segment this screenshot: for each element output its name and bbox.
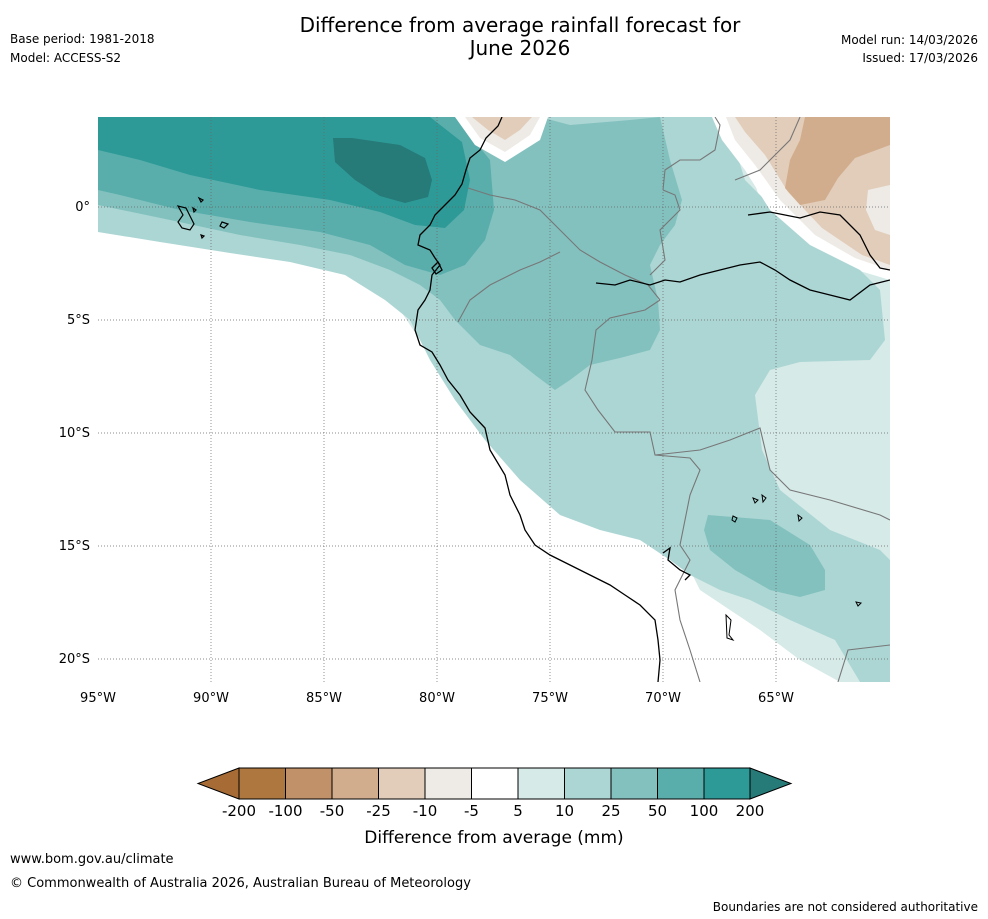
colorbar-tick: -10 <box>413 802 438 820</box>
colorbar <box>196 767 793 800</box>
lat-label: 0° <box>75 200 90 215</box>
footer-url[interactable]: www.bom.gov.au/climate <box>10 852 174 867</box>
colorbar-tick: 50 <box>648 802 667 820</box>
colorbar-tick: -5 <box>464 802 479 820</box>
contour-over-200 <box>333 138 432 203</box>
colorbar-tick: -50 <box>320 802 345 820</box>
contour-10-25 <box>98 117 890 682</box>
base-period: Base period: 1981-2018 <box>10 32 155 46</box>
lon-label: 90°W <box>193 691 229 706</box>
colorbar-swatch <box>657 767 705 800</box>
graticule <box>98 117 890 682</box>
lat-label: 5°S <box>67 313 90 328</box>
colorbar-tick: 200 <box>736 802 765 820</box>
map-title: Difference from average rainfall forecas… <box>200 14 840 60</box>
lon-label: 65°W <box>758 691 794 706</box>
model-name: Model: ACCESS-S2 <box>10 51 122 65</box>
colorbar-swatch <box>564 767 612 800</box>
title-line-1: Difference from average rainfall forecas… <box>299 13 741 37</box>
colorbar-swatch <box>285 767 333 800</box>
lon-label: 75°W <box>532 691 568 706</box>
colorbar-swatch <box>703 767 751 800</box>
colorbar-tick: 5 <box>513 802 523 820</box>
issued-date: Issued: 17/03/2026 <box>862 51 978 65</box>
title-line-2: June 2026 <box>469 36 571 60</box>
colorbar-tick: 10 <box>555 802 574 820</box>
colorbar-swatch <box>331 767 379 800</box>
colorbar-tick: -25 <box>366 802 391 820</box>
colorbar-tick: 100 <box>690 802 719 820</box>
contour-dry-ne-pale <box>866 185 890 235</box>
country-borders <box>457 117 890 682</box>
lon-label: 85°W <box>306 691 342 706</box>
lon-axis-labels: 95°W 90°W 85°W 80°W 75°W 70°W 65°W <box>80 691 794 706</box>
coastline <box>414 117 890 682</box>
colorbar-swatch <box>471 767 519 800</box>
colorbar-swatch <box>424 767 472 800</box>
colorbar-title: Difference from average (mm) <box>364 828 623 848</box>
rainfall-anomaly-field <box>98 117 890 682</box>
lat-label: 10°S <box>59 426 90 441</box>
lon-label: 80°W <box>419 691 455 706</box>
colorbar-tick: 25 <box>601 802 620 820</box>
contour-25-50-south <box>704 515 825 597</box>
lat-label: 20°S <box>59 652 90 667</box>
lat-axis-labels: 0° 5°S 10°S 15°S 20°S <box>59 200 90 667</box>
contour-dry-north-10 <box>472 117 532 140</box>
contour-dry-ne-25 <box>785 117 890 205</box>
boundaries-disclaimer: Boundaries are not considered authoritat… <box>712 900 978 914</box>
colorbar-swatch <box>238 767 286 800</box>
colorbar-tick: -200 <box>222 802 256 820</box>
lon-label: 70°W <box>645 691 681 706</box>
colorbar-swatch <box>517 767 565 800</box>
lat-label: 15°S <box>59 539 90 554</box>
galapagos-islands <box>176 196 230 240</box>
colorbar-swatch <box>378 767 426 800</box>
lakes <box>725 493 863 642</box>
colorbar-low-extend <box>196 767 240 800</box>
footer-copyright: © Commonwealth of Australia 2026, Austra… <box>10 876 471 891</box>
colorbar-swatch <box>610 767 658 800</box>
colorbar-high-extend <box>749 767 793 800</box>
colorbar-tick: -100 <box>268 802 302 820</box>
lon-label: 95°W <box>80 691 116 706</box>
model-run-date: Model run: 14/03/2026 <box>840 33 978 47</box>
colorbar-ticks: -200 -100 -50 -25 -10 -5 5 10 25 50 100 … <box>222 802 764 820</box>
